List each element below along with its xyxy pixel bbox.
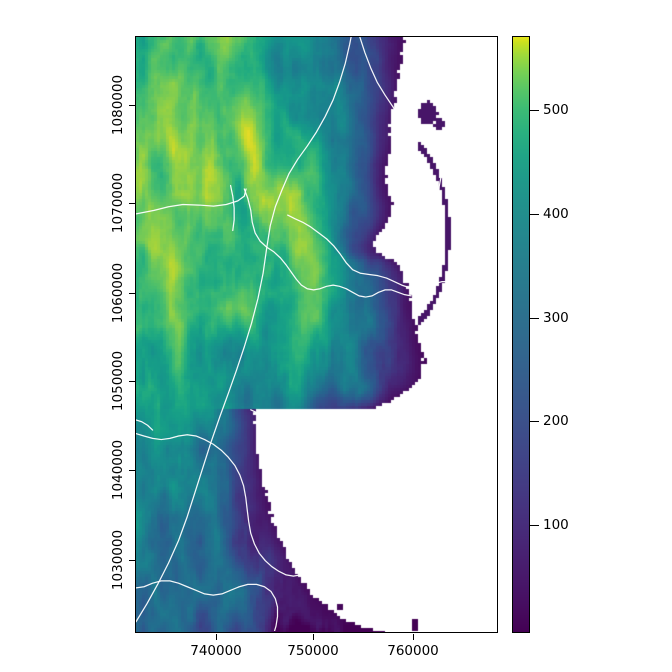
overlay-line-9 [250,409,307,418]
overlay-line-5 [243,188,412,298]
y-tick-1050000 [129,381,135,383]
colorbar-tick-300 [530,318,539,320]
overlay-line-2 [359,37,405,128]
overlay-line-7 [136,419,154,431]
colorbar-tick-400 [530,214,539,216]
y-tick-1070000 [129,203,135,205]
y-tick-1080000 [129,105,135,107]
overlay-line-6 [136,432,396,577]
colorbar-tick-200 [530,421,539,423]
overlay-line-8 [136,580,279,631]
colorbar-label-300: 300 [543,310,569,326]
colorbar-legend [512,36,530,633]
x-axis-label-760000: 760000 [387,643,439,659]
overlay-line-3 [434,37,462,242]
vector-overlay [136,37,462,631]
x-tick-740000 [216,634,218,640]
colorbar-label-400: 400 [543,206,569,222]
raster-layer [136,37,497,632]
colorbar-tick-500 [530,110,539,112]
colorbar-label-100: 100 [543,517,569,533]
overlay-line-10 [229,184,235,232]
overlay-line-0 [136,188,247,215]
y-tick-1030000 [129,560,135,562]
x-tick-760000 [413,634,415,640]
overlay-line-4 [287,214,461,290]
y-tick-1060000 [129,293,135,295]
y-tick-1040000 [129,470,135,472]
elevation-raster [136,37,497,632]
overlay-line-1 [136,37,352,623]
map-panel [135,36,498,633]
colorbar-tick-100 [530,525,539,527]
x-axis-label-740000: 740000 [190,643,242,659]
x-axis-label-750000: 750000 [287,643,339,659]
colorbar-label-500: 500 [543,102,569,118]
x-tick-750000 [313,634,315,640]
colorbar-label-200: 200 [543,413,569,429]
